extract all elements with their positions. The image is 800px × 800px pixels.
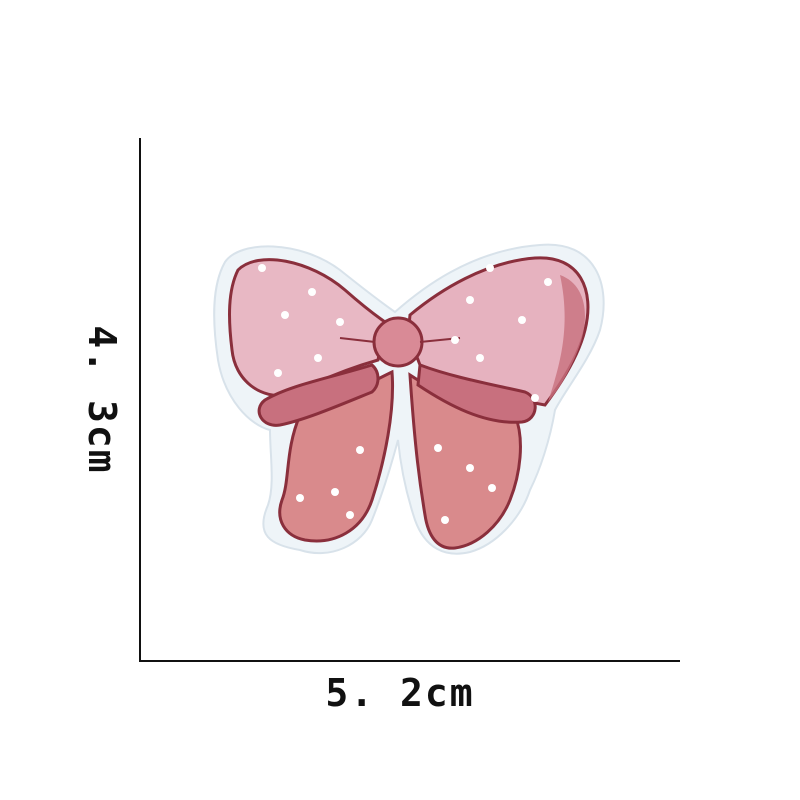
axis-vertical-line (139, 138, 141, 662)
right-loop (416, 362, 537, 424)
polka-dots (258, 264, 552, 524)
axis-horizontal-line (139, 660, 680, 662)
width-dimension-label: 5. 2cm (325, 671, 475, 715)
left-loop (257, 363, 380, 427)
bow-knot (372, 316, 424, 368)
